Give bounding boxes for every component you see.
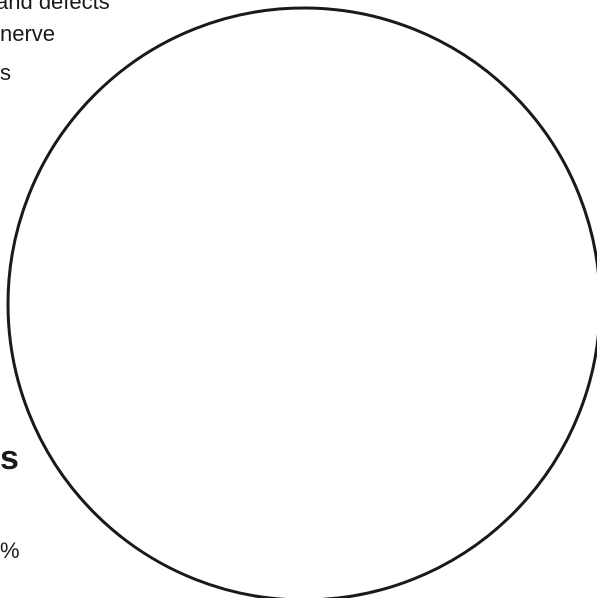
cropped-heading-fragment: s	[0, 439, 19, 477]
cropped-text-fragment: and defects	[0, 0, 110, 14]
cropped-percent-fragment: %	[0, 538, 20, 563]
cropped-text-fragment: nerve	[0, 21, 56, 46]
large-circle-outline	[6, 6, 597, 598]
cropped-text-fragment: s	[0, 60, 11, 85]
